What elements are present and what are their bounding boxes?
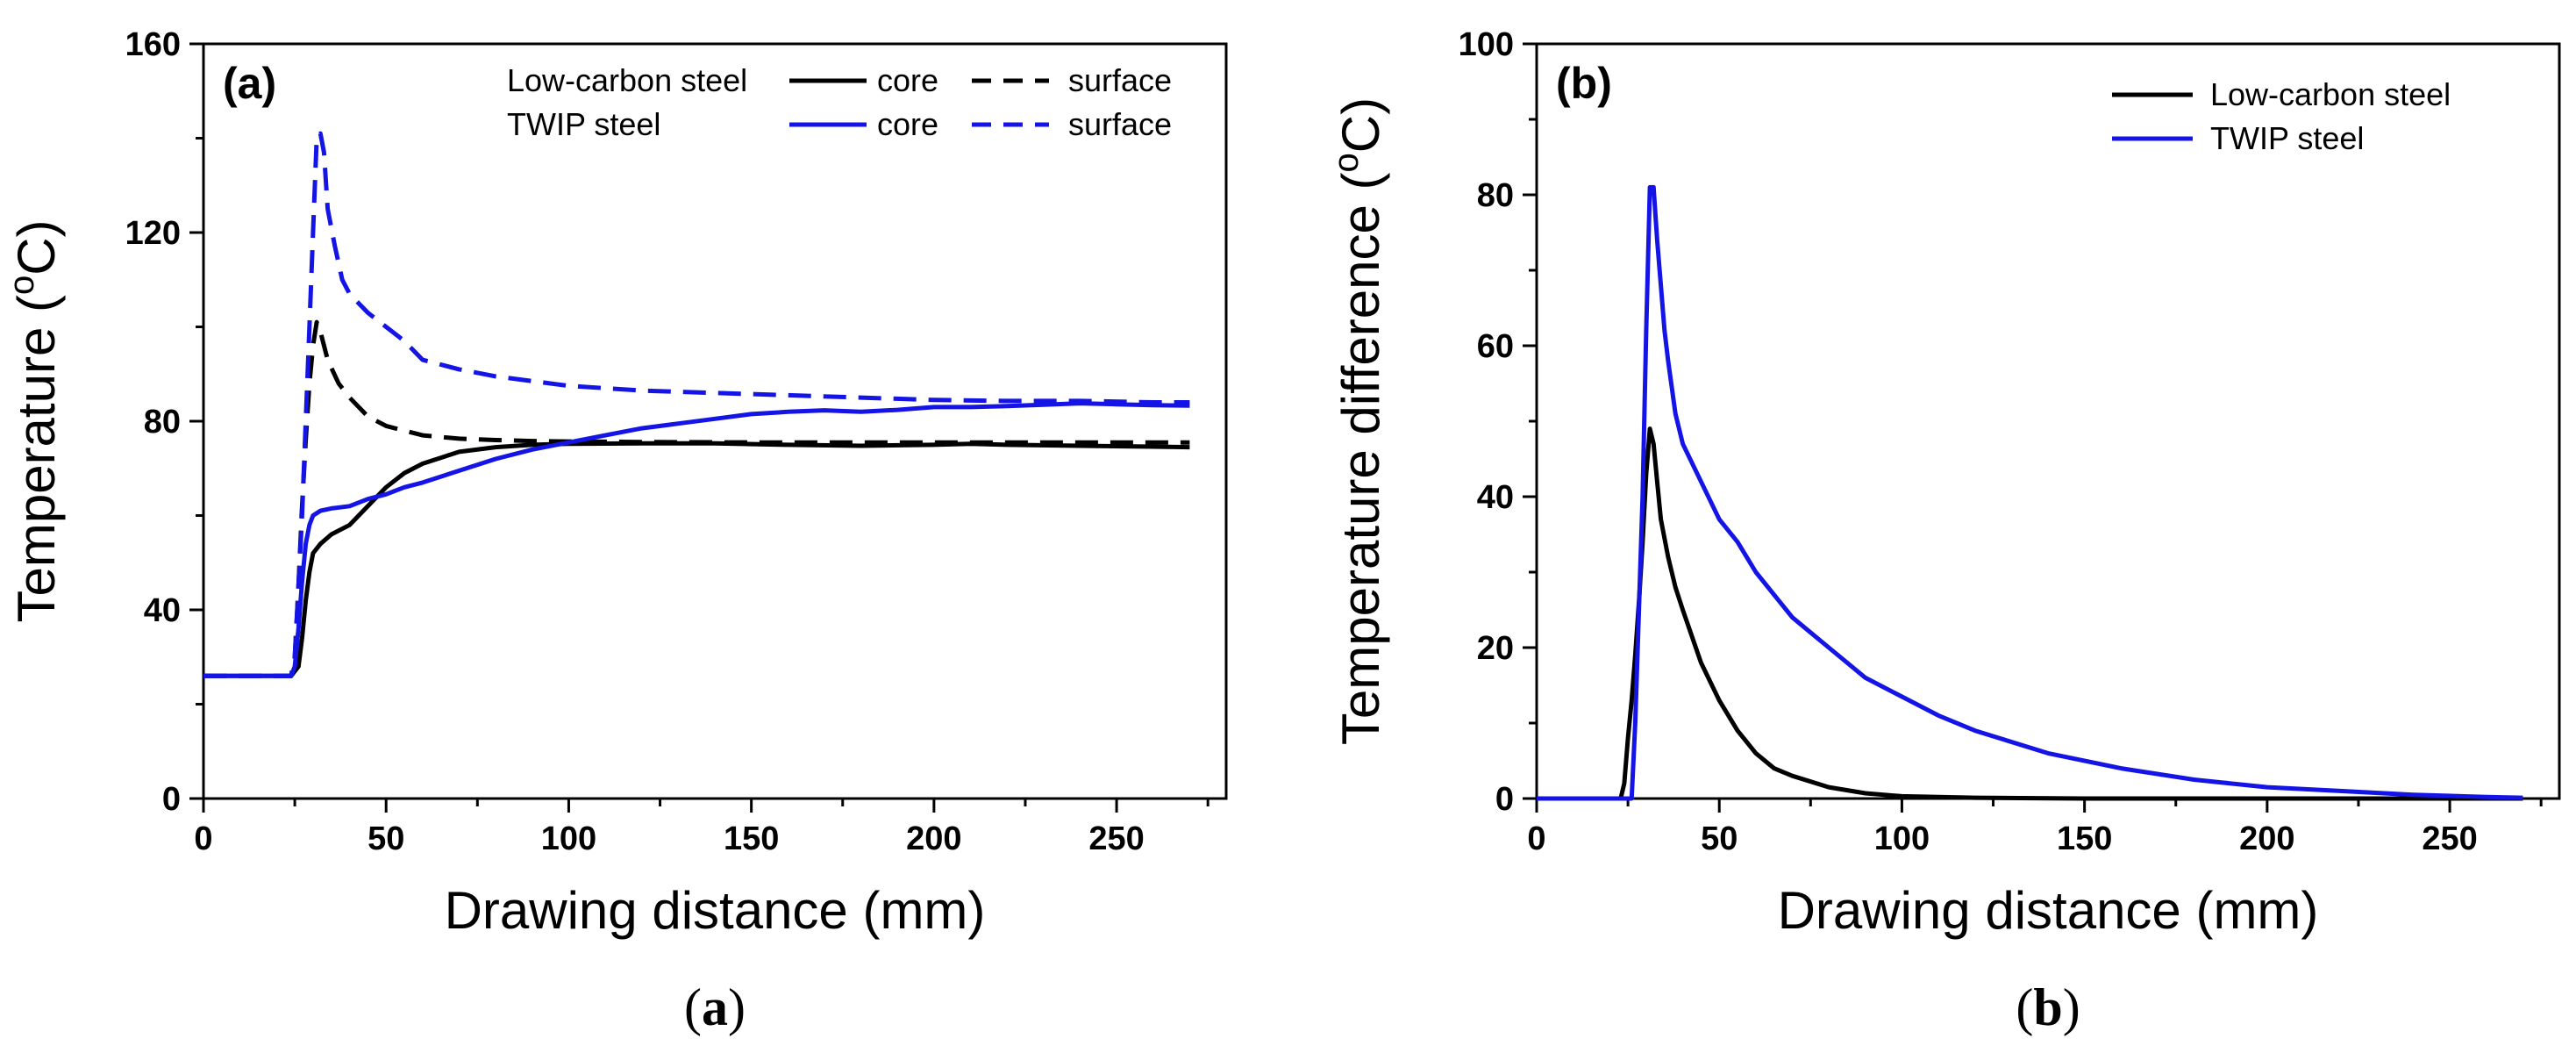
legend-entry-label: surface [1068, 106, 1172, 142]
series-line-twip-steel-surface [203, 131, 1190, 678]
legend-entry-label: surface [1068, 62, 1172, 98]
x-tick-label: 50 [1701, 820, 1738, 857]
x-axis-title: Drawing distance (mm) [445, 881, 986, 940]
y-tick-label: 80 [144, 404, 181, 441]
x-axis-title: Drawing distance (mm) [1778, 881, 2319, 940]
y-axis-title-unit: C) [7, 219, 66, 275]
x-tick-label: 0 [194, 820, 212, 857]
y-axis-title: Temperature (oC) [3, 219, 66, 622]
legend-entry-label: core [877, 106, 938, 142]
panel-caption: (a) [684, 978, 746, 1036]
legend-entry-label: TWIP steel [2210, 120, 2364, 156]
y-tick-label: 40 [1477, 479, 1514, 516]
y-axis-title-superscript: o [3, 276, 41, 295]
caption-open-paren: ( [684, 978, 702, 1036]
panel-b: 0 50 100 150 200 250 0 20 40 60 80 100 Drawing dista… [1327, 26, 2561, 1036]
legend-group-label: TWIP steel [507, 106, 660, 142]
legend-entry-label: Low-carbon steel [2210, 76, 2451, 112]
y-tick-label: 80 [1477, 177, 1514, 214]
y-tick-label: 20 [1477, 630, 1514, 667]
legend-entry-label: core [877, 62, 938, 98]
caption-letter: a [702, 978, 728, 1036]
y-tick-label: 0 [1495, 781, 1514, 818]
legend-group-label: Low-carbon steel [507, 62, 747, 98]
series-line-low-carbon-steel-surface [203, 319, 1190, 678]
x-tick-label: 150 [2057, 820, 2112, 857]
plot-frame [202, 42, 1228, 800]
panel-label: (b) [1556, 59, 1612, 108]
y-axis-title-text: Temperature difference ( [1331, 172, 1390, 745]
y-tick-label: 60 [1477, 328, 1514, 365]
x-tick-label: 50 [367, 820, 404, 857]
y-tick-label: 0 [162, 781, 181, 818]
caption-close-paren: ) [2063, 978, 2080, 1036]
panel-caption: (b) [2016, 978, 2080, 1036]
x-tick-label: 200 [906, 820, 961, 857]
y-tick-label: 100 [1459, 26, 1514, 63]
caption-letter: b [2033, 978, 2062, 1036]
x-tick-label: 0 [1527, 820, 1545, 857]
plot-frame [1535, 42, 2561, 800]
y-axis-title-unit: C) [1331, 97, 1390, 153]
x-tick-label: 200 [2239, 820, 2294, 857]
panel-a: 0 50 100 150 200 250 0 40 80 120 160 Drawing distan… [3, 26, 1228, 1036]
series-line-twip-steel [1537, 184, 2523, 801]
x-tick-label: 100 [541, 820, 596, 857]
series-line-twip-steel-core [203, 401, 1190, 678]
y-axis-title: Temperature difference (oC) [1327, 97, 1390, 745]
x-tick-label: 250 [1088, 820, 1144, 857]
x-tick-label: 150 [724, 820, 779, 857]
y-axis-title-text: Temperature ( [7, 295, 66, 622]
x-tick-label: 100 [1874, 820, 1930, 857]
y-tick-label: 40 [144, 592, 181, 629]
y-tick-label: 160 [125, 26, 181, 63]
series-line-low-carbon-steel-core [203, 441, 1190, 678]
y-axis-title-superscript: o [1327, 153, 1366, 172]
panel-label: (a) [223, 59, 276, 108]
series-line-low-carbon-steel [1537, 426, 2523, 801]
x-tick-label: 250 [2422, 820, 2477, 857]
y-tick-label: 120 [125, 215, 181, 252]
caption-close-paren: ) [728, 978, 746, 1036]
caption-open-paren: ( [2016, 978, 2033, 1036]
